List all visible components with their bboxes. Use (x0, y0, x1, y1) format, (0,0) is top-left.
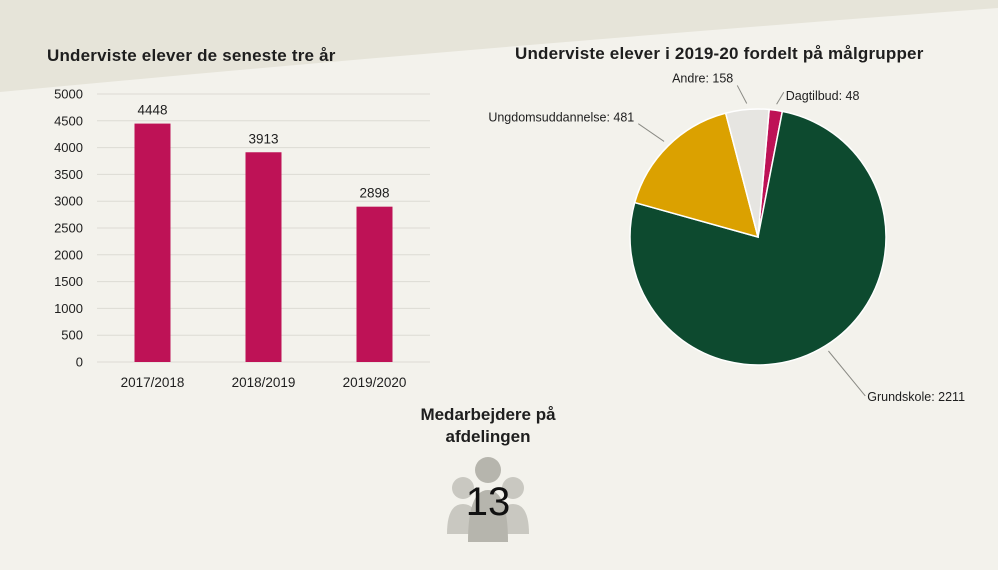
bar-chart-title: Underviste elever de seneste tre år (47, 46, 336, 65)
pie-label-separator: : (606, 111, 613, 125)
bar-data-label: 2898 (359, 186, 389, 201)
people-group-icon (447, 457, 529, 542)
y-tick-label: 5000 (54, 87, 83, 102)
bar-data-label: 3913 (248, 131, 278, 146)
pie-label-name: Andre (672, 71, 705, 85)
y-tick-label: 4500 (54, 113, 83, 128)
pie-data-label: Ungdomsuddannelse: 481 (488, 111, 634, 125)
pie-label-value: 481 (613, 111, 634, 125)
pie-slice (629, 110, 887, 366)
pie-slice (724, 108, 770, 238)
x-tick-label: 2018/2019 (232, 375, 296, 390)
y-tick-label: 2000 (54, 247, 83, 262)
pie-label-value: 2211 (938, 390, 965, 404)
bar (134, 123, 171, 363)
bar-data-label: 4448 (137, 103, 167, 118)
y-tick-label: 3500 (54, 167, 83, 182)
pie-data-label: Andre: 158 (672, 71, 733, 85)
y-tick-label: 4000 (54, 140, 83, 155)
leader-line (736, 85, 748, 104)
staff-label: Medarbejdere på afdelingen (420, 405, 556, 446)
staff-summary: Medarbejdere på afdelingen 13 (388, 404, 588, 548)
pie-label-name: Grundskole (867, 390, 931, 404)
x-tick-label: 2017/2018 (121, 375, 185, 390)
staff-graphic: 13 (443, 452, 533, 548)
y-tick-label: 2500 (54, 221, 83, 236)
pie-slice (633, 112, 760, 239)
y-tick-label: 0 (76, 355, 83, 370)
bar (356, 206, 393, 362)
pie-label-name: Ungdomsuddannelse (488, 111, 606, 125)
pie-label-separator: : (705, 71, 712, 85)
leader-line (776, 91, 785, 105)
pie-label-name: Dagtilbud (786, 89, 839, 103)
y-tick-label: 3000 (54, 194, 83, 209)
y-tick-label: 1500 (54, 274, 83, 289)
x-tick-label: 2019/2020 (343, 375, 407, 390)
y-tick-label: 500 (61, 328, 83, 343)
leader-line (828, 350, 866, 397)
pie-label-value: 158 (712, 71, 733, 85)
pie-label-separator: : (839, 89, 846, 103)
pie-label-separator: : (931, 390, 938, 404)
pie-data-label: Grundskole: 2211 (867, 390, 965, 404)
leader-line (637, 123, 665, 142)
pie-chart-title: Underviste elever i 2019-20 fordelt på m… (515, 44, 924, 63)
bar (245, 152, 282, 362)
staff-count: 13 (465, 480, 511, 524)
pie-data-label: Dagtilbud: 48 (786, 89, 860, 103)
y-tick-label: 1000 (54, 301, 83, 316)
pie-label-value: 48 (846, 89, 860, 103)
